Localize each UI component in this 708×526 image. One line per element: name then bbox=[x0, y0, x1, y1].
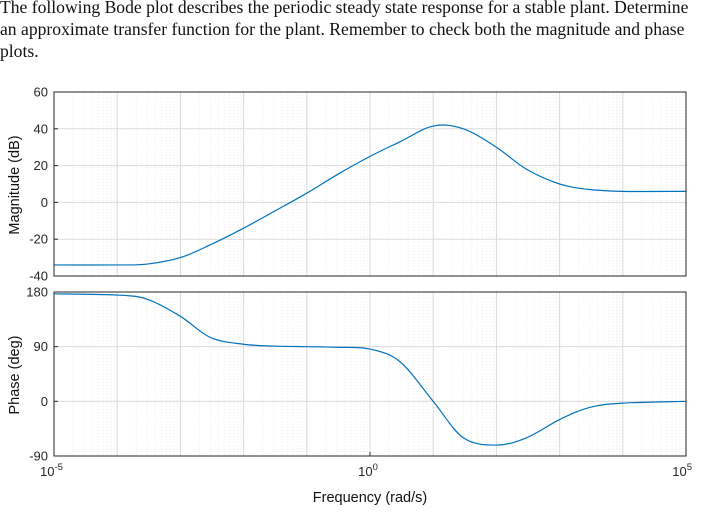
magnitude-panel: -40 -20 0 20 40 60 bbox=[29, 85, 687, 284]
x-tick-label: 10-5 bbox=[40, 462, 63, 479]
magnitude-y-tick-label: 20 bbox=[34, 158, 48, 173]
magnitude-curve bbox=[53, 124, 687, 266]
question-text: The following Bode plot describes the pe… bbox=[0, 0, 689, 61]
magnitude-axes-box bbox=[53, 91, 687, 277]
phase-y-tick-label: 180 bbox=[26, 285, 48, 300]
magnitude-y-tick-label: -20 bbox=[29, 232, 48, 247]
frequency-axis-label: Frequency (rad/s) bbox=[313, 490, 427, 506]
magnitude-y-tick-label: -40 bbox=[29, 269, 48, 284]
phase-curve bbox=[53, 293, 687, 446]
magnitude-y-tick-label: 40 bbox=[34, 121, 48, 136]
phase-y-tick-label: -90 bbox=[29, 449, 48, 464]
phase-axis-label: Phase (deg) bbox=[7, 336, 23, 415]
magnitude-y-tick-label: 60 bbox=[34, 85, 48, 100]
x-tick-label: 100 bbox=[358, 462, 378, 479]
phase-y-tick-label: 0 bbox=[41, 394, 48, 409]
x-tick-label: 105 bbox=[672, 462, 692, 479]
phase-panel: -90 0 90 180 10-5 100 105 bbox=[26, 285, 692, 480]
phase-y-tick-label: 90 bbox=[34, 339, 48, 354]
magnitude-axis-label: Magnitude (dB) bbox=[7, 135, 23, 234]
magnitude-y-tick-label: 0 bbox=[41, 195, 48, 210]
